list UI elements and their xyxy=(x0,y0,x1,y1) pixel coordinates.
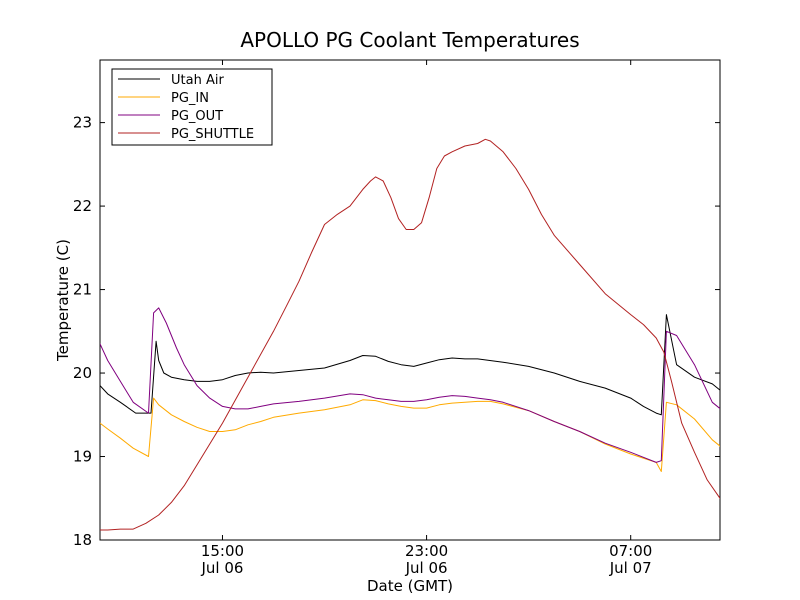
series-lines xyxy=(100,138,720,531)
y-tick-label: 19 xyxy=(73,448,92,466)
legend: Utah Air PG_IN PG_OUT PG_SHUTTLE xyxy=(111,68,273,146)
x-tick-label-date: Jul 06 xyxy=(405,559,448,577)
legend-label: PG_IN xyxy=(171,91,209,106)
chart-title: APOLLO PG Coolant Temperatures xyxy=(240,28,579,52)
x-tick-label-time: 15:00 xyxy=(201,542,244,560)
y-tick-label: 23 xyxy=(73,114,92,132)
x-axis-label: Date (GMT) xyxy=(367,577,453,595)
x-tick-label-date: Jul 06 xyxy=(200,559,243,577)
y-tick-label: 18 xyxy=(73,531,92,549)
series-line-pg-out xyxy=(100,307,720,463)
series-line-pg-shuttle xyxy=(100,138,720,531)
y-axis-label: Temperature (C) xyxy=(54,239,72,362)
y-tick-label: 21 xyxy=(73,281,92,299)
series-line-utah-air xyxy=(100,314,720,416)
x-tick-label-time: 07:00 xyxy=(609,542,652,560)
legend-label: Utah Air xyxy=(171,73,224,88)
y-axis: 18 19 20 21 22 23 xyxy=(73,114,720,549)
y-tick-label: 20 xyxy=(73,364,92,382)
x-tick-label-date: Jul 07 xyxy=(609,559,652,577)
legend-label: PG_OUT xyxy=(171,109,223,124)
legend-label: PG_SHUTTLE xyxy=(171,127,254,142)
x-tick-label-time: 23:00 xyxy=(405,542,448,560)
y-tick-label: 22 xyxy=(73,197,92,215)
legend-box xyxy=(111,68,273,146)
